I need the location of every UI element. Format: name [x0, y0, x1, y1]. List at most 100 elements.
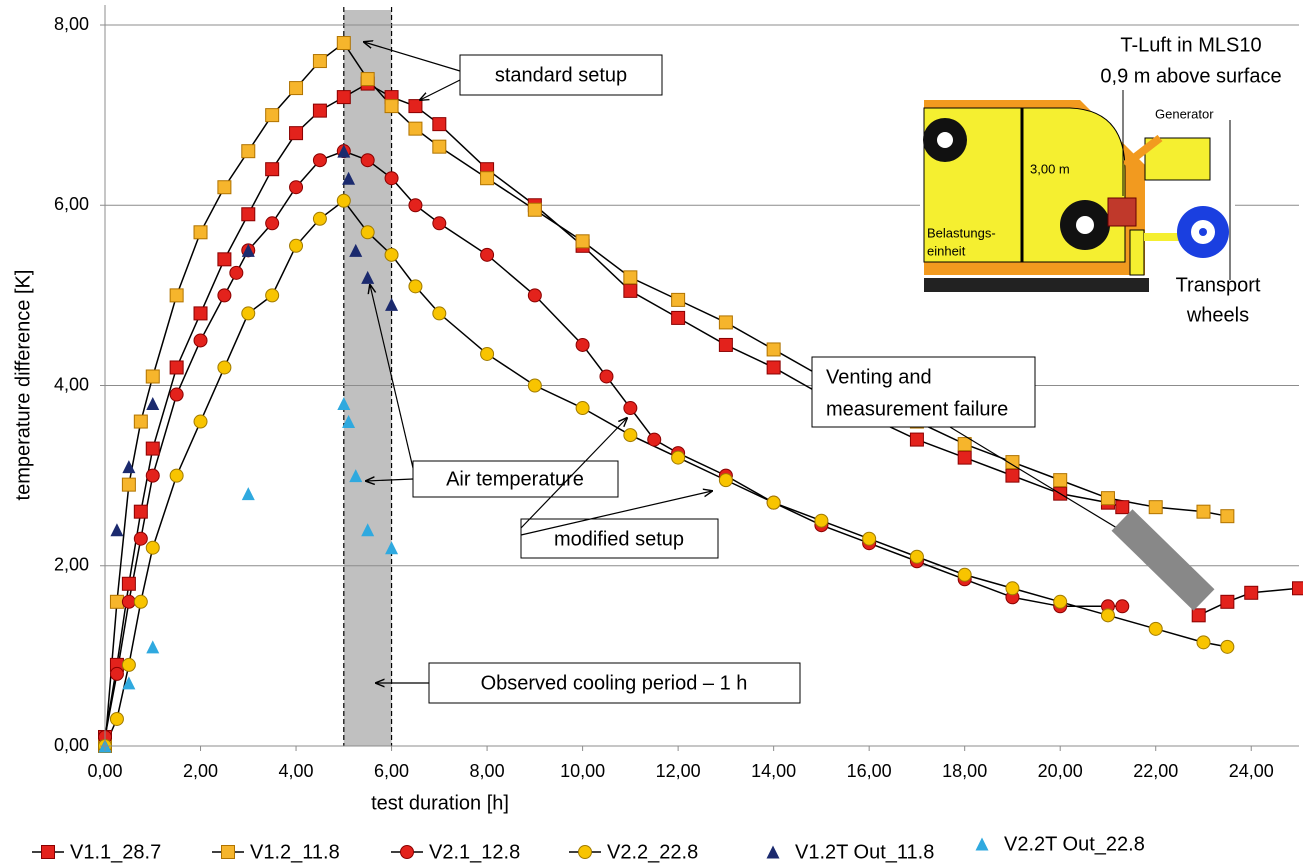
- marker: [385, 100, 398, 113]
- marker: [222, 846, 235, 859]
- x-tick-label: 8,00: [470, 761, 505, 781]
- marker: [110, 595, 123, 608]
- marker: [481, 347, 494, 360]
- marker: [218, 253, 231, 266]
- marker: [1197, 505, 1210, 518]
- annotation: standard setup: [495, 64, 627, 86]
- marker: [218, 289, 231, 302]
- x-tick-label: 20,00: [1038, 761, 1083, 781]
- transport-wheel-hub: [1199, 228, 1207, 236]
- x-tick-label: 12,00: [656, 761, 701, 781]
- marker: [361, 73, 374, 86]
- marker: [266, 163, 279, 176]
- marker: [648, 433, 661, 446]
- annotation: measurement failure: [826, 398, 1008, 420]
- marker: [42, 846, 55, 859]
- marker: [1192, 609, 1205, 622]
- marker: [170, 388, 183, 401]
- y-tick-label: 8,00: [54, 14, 89, 34]
- marker: [1116, 600, 1129, 613]
- marker: [719, 338, 732, 351]
- marker: [1006, 469, 1019, 482]
- y-tick-label: 6,00: [54, 194, 89, 214]
- marker: [266, 109, 279, 122]
- marker: [194, 226, 207, 239]
- marker: [576, 235, 589, 248]
- marker: [1054, 474, 1067, 487]
- marker: [110, 712, 123, 725]
- diagram-label: einheit: [927, 243, 966, 258]
- marker: [337, 91, 350, 104]
- marker: [1197, 636, 1210, 649]
- annotation: T-Luft in MLS10: [1120, 34, 1261, 56]
- marker: [600, 370, 613, 383]
- marker: [1149, 501, 1162, 514]
- marker: [528, 379, 541, 392]
- marker: [481, 248, 494, 261]
- marker: [1116, 501, 1129, 514]
- marker: [122, 595, 135, 608]
- sensor: [1108, 198, 1136, 226]
- legend-label: V1.2_11.8: [250, 841, 340, 863]
- legend-label: V2.2T Out_22.8: [1004, 833, 1145, 855]
- marker: [146, 397, 159, 410]
- marker: [767, 361, 780, 374]
- marker: [218, 361, 231, 374]
- marker: [361, 226, 374, 239]
- marker: [1101, 609, 1114, 622]
- x-tick-label: 18,00: [942, 761, 987, 781]
- marker: [266, 289, 279, 302]
- marker: [433, 140, 446, 153]
- x-axis-title: test duration [h]: [371, 792, 509, 814]
- marker: [672, 293, 685, 306]
- x-tick-label: 6,00: [374, 761, 409, 781]
- marker: [146, 370, 159, 383]
- marker: [1149, 622, 1162, 635]
- marker: [672, 311, 685, 324]
- marker: [110, 667, 123, 680]
- marker: [433, 217, 446, 230]
- x-tick-label: 10,00: [560, 761, 605, 781]
- marker: [1101, 492, 1114, 505]
- marker: [409, 280, 422, 293]
- marker: [910, 550, 923, 563]
- marker: [1293, 582, 1303, 595]
- marker: [1221, 595, 1234, 608]
- back-layer: [344, 7, 392, 746]
- marker: [290, 181, 303, 194]
- annotation: Air temperature: [446, 468, 584, 490]
- marker: [122, 478, 135, 491]
- marker: [313, 55, 326, 68]
- marker: [976, 838, 989, 851]
- marker: [230, 266, 243, 279]
- marker: [122, 577, 135, 590]
- arrow: [420, 80, 460, 100]
- marker: [767, 846, 780, 859]
- marker: [242, 208, 255, 221]
- marker: [624, 429, 637, 442]
- y-tick-label: 0,00: [54, 735, 89, 755]
- marker: [481, 172, 494, 185]
- marker: [401, 846, 414, 859]
- marker: [134, 505, 147, 518]
- x-tick-label: 14,00: [751, 761, 796, 781]
- legend-label: V2.1_12.8: [429, 841, 520, 863]
- marker: [194, 334, 207, 347]
- equipment-diagram: [920, 90, 1235, 305]
- marker: [242, 145, 255, 158]
- diagram-part: [1130, 230, 1144, 275]
- marker: [719, 316, 732, 329]
- x-tick-label: 2,00: [183, 761, 218, 781]
- annotation: wheels: [1186, 304, 1249, 326]
- shaded-region: [344, 10, 392, 746]
- wheel-hub: [1076, 216, 1094, 234]
- marker: [242, 307, 255, 320]
- marker: [146, 469, 159, 482]
- diagram-rail: [924, 278, 1149, 292]
- annotation: Venting and: [826, 366, 932, 388]
- marker: [624, 284, 637, 297]
- annotation: Observed cooling period – 1 h: [481, 672, 748, 694]
- marker: [815, 514, 828, 527]
- marker: [134, 595, 147, 608]
- marker: [134, 415, 147, 428]
